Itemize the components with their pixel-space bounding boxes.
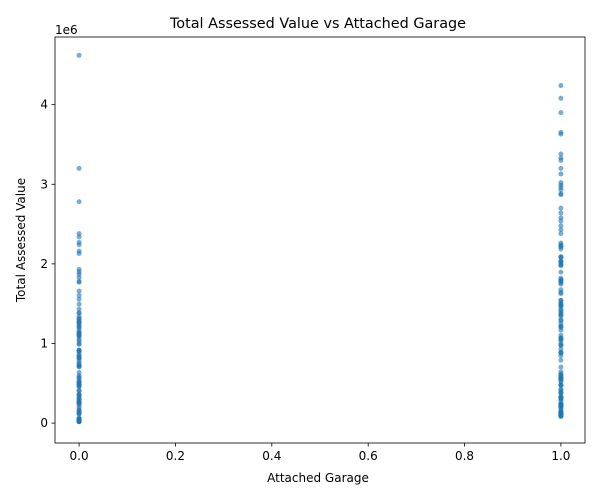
data-point (76, 381, 82, 387)
data-point (76, 288, 82, 294)
data-point (76, 316, 82, 322)
data-point (558, 297, 564, 303)
data-point (558, 412, 564, 418)
data-point (558, 131, 564, 137)
data-point (558, 157, 564, 163)
data-point (558, 324, 564, 330)
data-point (76, 320, 82, 326)
data-point (558, 205, 564, 211)
data-point (76, 52, 82, 58)
data-point (558, 171, 564, 177)
data-point (558, 310, 564, 316)
data-point (76, 310, 82, 316)
data-point (558, 269, 564, 275)
data-point (76, 279, 82, 285)
x-axis-label: Attached Garage (267, 471, 369, 485)
y-tick-label: 4 (40, 98, 48, 112)
data-point (76, 347, 82, 353)
data-point (76, 363, 82, 369)
data-point (558, 151, 564, 157)
data-point (558, 254, 564, 260)
data-point (76, 274, 82, 280)
data-point (558, 382, 564, 388)
y-axis-label: Total Assessed Value (14, 178, 28, 303)
data-point (558, 223, 564, 229)
data-point (76, 417, 82, 423)
data-point (558, 259, 564, 265)
y-tick-label: 2 (40, 257, 48, 271)
x-tick-label: 0.8 (455, 449, 474, 463)
data-point (558, 341, 564, 347)
data-point (558, 110, 564, 116)
data-point (558, 350, 564, 356)
data-point (76, 411, 82, 417)
data-point (558, 401, 564, 407)
data-point (558, 291, 564, 297)
data-point (558, 364, 564, 370)
data-point (76, 301, 82, 307)
data-point (558, 246, 564, 252)
data-point (558, 83, 564, 89)
y-offset-text: 1e6 (55, 23, 78, 37)
data-point (558, 386, 564, 392)
data-point (76, 332, 82, 338)
data-point (76, 407, 82, 413)
data-point (76, 165, 82, 171)
y-tick-label: 1 (40, 336, 48, 350)
x-tick-label: 0.4 (262, 449, 281, 463)
data-point (76, 399, 82, 405)
data-point (76, 337, 82, 343)
data-point (558, 165, 564, 171)
data-point (558, 192, 564, 198)
data-point (558, 395, 564, 401)
data-point (76, 356, 82, 362)
data-point (76, 306, 82, 312)
data-point (558, 218, 564, 224)
x-tick-label: 0.6 (359, 449, 378, 463)
data-point (76, 292, 82, 298)
data-point (558, 242, 564, 248)
data-point (76, 387, 82, 393)
data-point (558, 376, 564, 382)
data-point (558, 320, 564, 326)
data-point (76, 199, 82, 205)
data-point (558, 187, 564, 193)
data-point (76, 296, 82, 302)
x-tick-label: 0.0 (70, 449, 89, 463)
data-point (76, 242, 82, 248)
data-point (558, 210, 564, 216)
y-tick-label: 3 (40, 177, 48, 191)
data-point (76, 370, 82, 376)
data-point (558, 287, 564, 293)
data-point (558, 227, 564, 233)
chart-title: Total Assessed Value vs Attached Garage (169, 16, 466, 32)
data-point (558, 278, 564, 284)
plot-frame (54, 36, 586, 444)
data-point (76, 341, 82, 347)
data-point (76, 251, 82, 257)
data-point (558, 95, 564, 101)
y-tick-label: 0 (40, 416, 48, 430)
data-point (558, 357, 564, 363)
data-point (558, 371, 564, 377)
data-point (558, 231, 564, 237)
x-tick-label: 1.0 (551, 449, 570, 463)
plot-area: 0.0 0.2 0.4 0.6 0.8 1.0 0 1 2 3 4 (40, 36, 586, 463)
data-point (558, 408, 564, 414)
data-point (558, 302, 564, 308)
data-point (76, 234, 82, 240)
x-tick-label: 0.2 (166, 449, 185, 463)
